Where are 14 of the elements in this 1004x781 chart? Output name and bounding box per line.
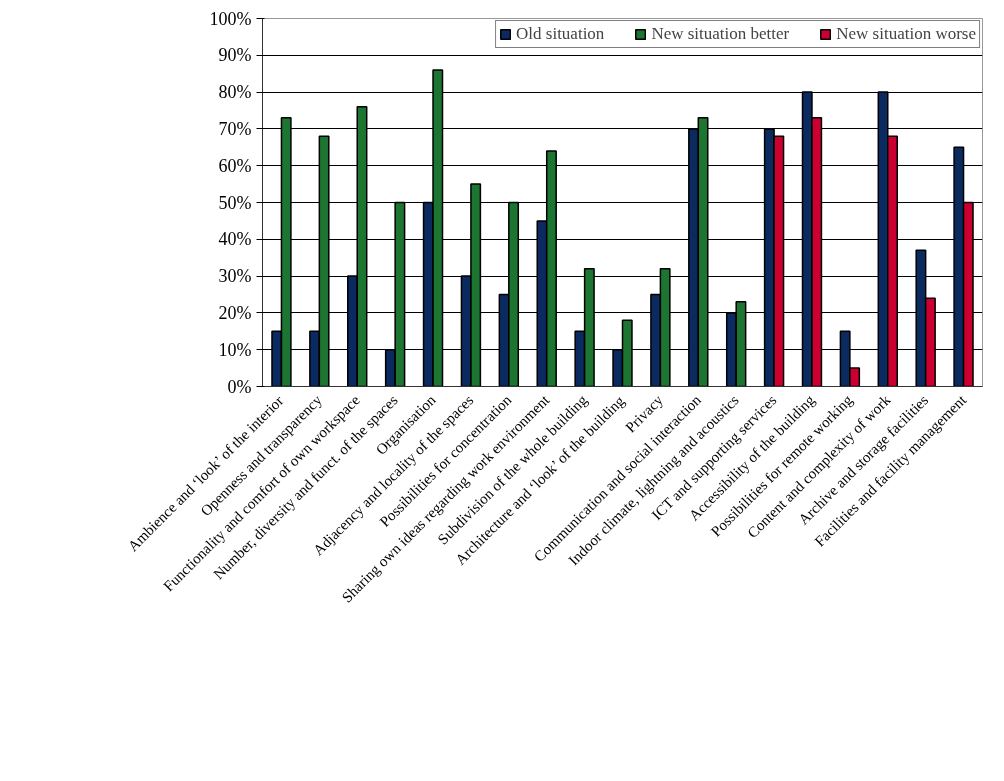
y-tick-label: 80% bbox=[218, 82, 252, 103]
y-tick-label: 20% bbox=[218, 302, 252, 323]
y-tick-label: 70% bbox=[218, 118, 252, 139]
y-tick-label: 60% bbox=[218, 155, 252, 176]
y-tick-label: 90% bbox=[218, 45, 252, 66]
y-tick-label: 40% bbox=[218, 229, 252, 250]
y-tick-label: 50% bbox=[218, 192, 252, 213]
y-tick-label: 0% bbox=[227, 376, 252, 397]
y-tick-label: 10% bbox=[218, 339, 252, 360]
legend-label: Old situation bbox=[516, 24, 605, 44]
legend-label: New situation better bbox=[651, 24, 790, 44]
y-tick-label: 30% bbox=[218, 266, 252, 287]
y-tick-label: 100% bbox=[209, 8, 252, 29]
legend-label: New situation worse bbox=[836, 24, 976, 44]
